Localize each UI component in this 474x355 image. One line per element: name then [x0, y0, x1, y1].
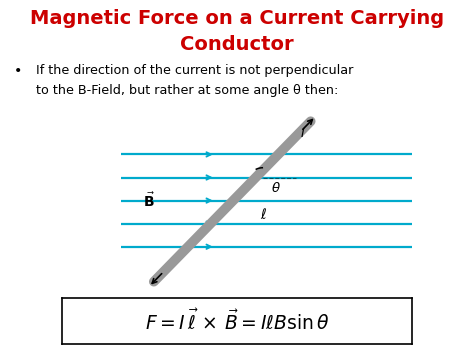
Text: to the B-Field, but rather at some angle θ then:: to the B-Field, but rather at some angle…	[36, 84, 338, 98]
Text: $\theta$: $\theta$	[271, 181, 281, 195]
Text: Conductor: Conductor	[180, 36, 294, 55]
Text: •: •	[14, 64, 23, 78]
Text: If the direction of the current is not perpendicular: If the direction of the current is not p…	[36, 64, 353, 77]
Text: $\vec{\mathbf{B}}$: $\vec{\mathbf{B}}$	[144, 191, 155, 210]
Text: $I$: $I$	[300, 127, 305, 140]
Text: $F = I\,\vec{\ell}\,\times\,\vec{B} = I\ell B\sin\theta$: $F = I\,\vec{\ell}\,\times\,\vec{B} = I\…	[145, 309, 329, 334]
Text: Magnetic Force on a Current Carrying: Magnetic Force on a Current Carrying	[30, 9, 444, 28]
Text: $\ell$: $\ell$	[260, 207, 266, 222]
